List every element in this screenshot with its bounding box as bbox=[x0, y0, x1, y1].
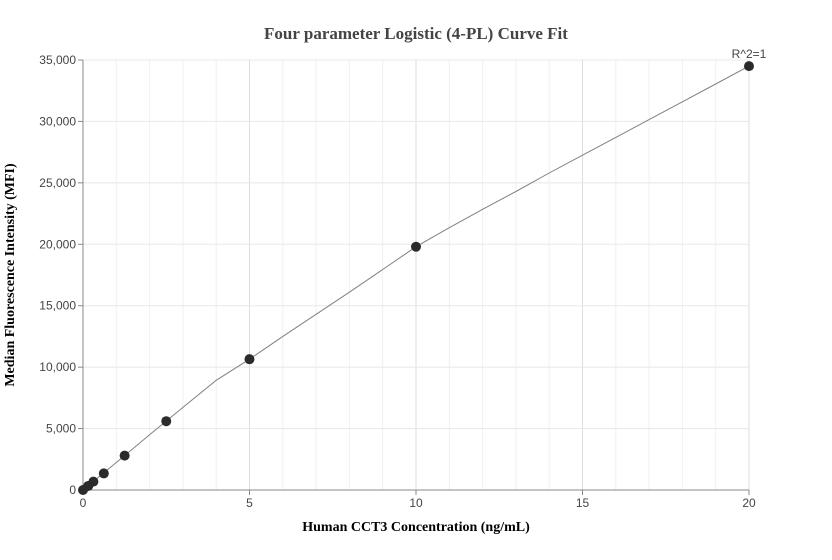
y-tick-label: 0 bbox=[69, 483, 76, 497]
x-tick-label: 15 bbox=[576, 496, 590, 510]
data-point bbox=[161, 416, 172, 427]
x-tick-label: 0 bbox=[80, 496, 87, 510]
data-point bbox=[244, 354, 255, 365]
tick-labels: 0 5 10 15 20 0 5,000 10,000 15,000 20,000 25,000 30… bbox=[39, 53, 756, 510]
y-tick-label: 35,000 bbox=[39, 53, 76, 67]
data-points bbox=[78, 61, 754, 495]
data-point bbox=[88, 476, 99, 487]
y-tick-label: 10,000 bbox=[39, 360, 76, 374]
data-point bbox=[744, 61, 754, 72]
x-tick-label: 5 bbox=[246, 496, 253, 510]
y-tick-label: 30,000 bbox=[39, 114, 76, 128]
x-tick-label: 20 bbox=[742, 496, 756, 510]
y-tick-label: 20,000 bbox=[39, 237, 76, 251]
chart-title: Four parameter Logistic (4-PL) Curve Fit bbox=[264, 24, 568, 43]
data-point bbox=[411, 241, 421, 252]
axes bbox=[78, 59, 750, 495]
y-tick-label: 15,000 bbox=[39, 299, 76, 313]
y-tick-label: 5,000 bbox=[46, 422, 76, 436]
grid bbox=[83, 59, 750, 490]
data-point bbox=[119, 450, 130, 461]
y-axis-title: Median Fluorescence Intensity (MFI) bbox=[3, 163, 18, 387]
x-tick-label: 10 bbox=[409, 496, 423, 510]
x-axis-title: Human CCT3 Concentration (ng/mL) bbox=[302, 520, 530, 535]
r-squared-annotation: R^2=1 bbox=[732, 47, 767, 61]
data-point bbox=[98, 468, 109, 479]
y-tick-label: 25,000 bbox=[39, 176, 76, 190]
